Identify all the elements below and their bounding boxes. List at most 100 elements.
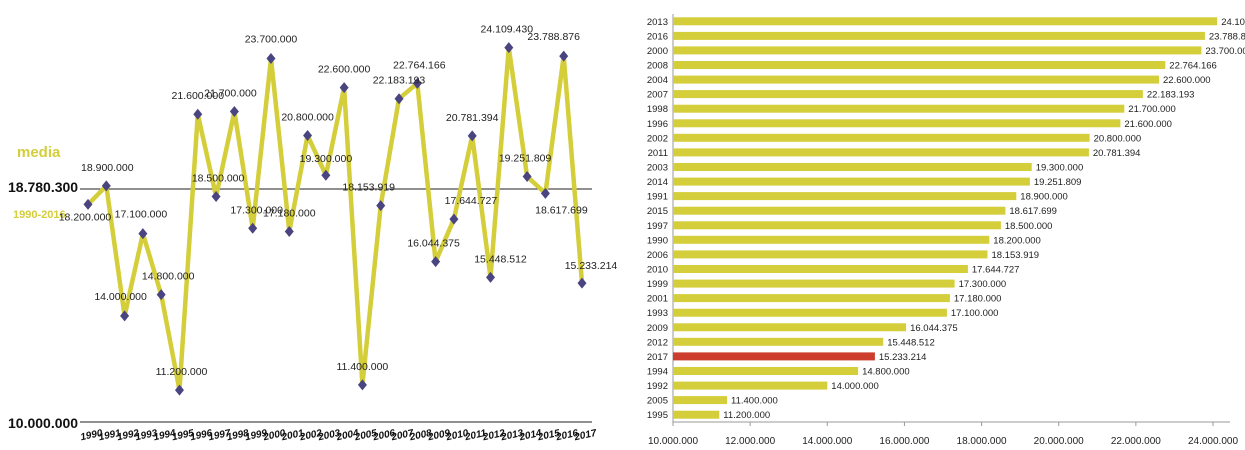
x-tick-label: 1997 — [208, 428, 232, 443]
x-tick-label: 2016 — [554, 428, 579, 444]
bar-category-label: 1999 — [647, 279, 668, 290]
bar-value-label: 18.153.919 — [992, 250, 1040, 261]
bar-value-label: 20.800.000 — [1094, 133, 1142, 144]
data-label: 22.764.166 — [393, 59, 446, 71]
bar-category-label: 1991 — [647, 192, 668, 203]
x-tick-label: 2003 — [316, 428, 341, 444]
bar — [673, 75, 1159, 84]
bar — [673, 396, 727, 405]
x-tick-label: 2015 — [536, 428, 561, 444]
data-label: 11.400.000 — [337, 361, 389, 373]
bar — [673, 17, 1218, 26]
bar-category-label: 2015 — [647, 206, 668, 217]
x-tick-label: 1993 — [134, 428, 158, 443]
bar-category-label: 1996 — [647, 119, 668, 130]
x-tick-label: 24.000.000 — [1188, 436, 1238, 447]
bar-value-label: 24.109.430 — [1221, 17, 1245, 28]
bar-category-label: 2014 — [647, 177, 668, 188]
data-point-marker — [431, 256, 441, 268]
bar-category-label: 2009 — [647, 323, 668, 334]
x-tick-label: 1995 — [171, 428, 195, 443]
bar — [673, 410, 720, 419]
data-label: 18.153.919 — [342, 182, 395, 194]
line-markers — [83, 42, 587, 396]
bar — [673, 294, 950, 303]
data-label: 21.600.000 — [172, 90, 225, 102]
x-tick-label: 2006 — [371, 428, 396, 444]
bar-category-label: 2003 — [647, 163, 668, 174]
data-point-marker — [174, 384, 184, 396]
data-point-marker — [138, 228, 148, 240]
bar — [673, 61, 1166, 69]
x-tick-label: 2005 — [353, 428, 378, 444]
data-label: 22.183.193 — [373, 75, 426, 87]
bar-x-tick-labels: 10.000.000 12.000.000 14.000.000 16.000.000… — [648, 422, 1238, 447]
bar-value-label: 22.183.193 — [1147, 90, 1195, 101]
data-point-marker — [504, 42, 514, 54]
data-label: 15.448.512 — [474, 253, 527, 265]
data-point-marker — [321, 169, 331, 181]
bar-value-label: 17.100.000 — [951, 308, 999, 319]
reference-line-title: media — [17, 144, 61, 161]
data-point-marker — [559, 50, 569, 62]
data-point-marker — [467, 130, 477, 142]
bar-value-label: 19.300.000 — [1036, 163, 1084, 174]
bar — [673, 148, 1089, 157]
data-label: 16.044.375 — [407, 238, 460, 250]
data-label: 22.600.000 — [318, 64, 371, 76]
bar-data-labels: 24.109.430 23.788.876 23.700.000 22.764.166… — [723, 17, 1245, 421]
data-point-marker — [266, 52, 276, 64]
data-point-marker — [120, 310, 130, 322]
y-axis-min-label: 10.000.000 — [8, 415, 78, 431]
bar-value-label: 23.700.000 — [1205, 46, 1245, 57]
data-label: 18.200.000 — [59, 211, 112, 223]
bar-category-label: 2011 — [648, 148, 668, 159]
data-point-marker — [376, 200, 386, 212]
x-tick-label: 2012 — [481, 428, 506, 444]
x-tick-label: 2008 — [408, 428, 433, 444]
x-tick-label: 14.000.000 — [802, 436, 852, 447]
bar — [673, 381, 828, 390]
x-tick-label: 1991 — [98, 428, 122, 443]
bar — [673, 265, 968, 273]
bar-value-label: 23.788.876 — [1209, 31, 1245, 42]
data-label: 14.000.000 — [94, 291, 147, 303]
x-tick-label: 2002 — [298, 428, 323, 444]
bar — [673, 235, 990, 244]
data-label: 18.500.000 — [192, 173, 245, 185]
data-point-marker — [577, 277, 587, 289]
bar-category-label: 2010 — [647, 265, 668, 276]
bar-category-label: 2012 — [647, 337, 668, 348]
x-tick-label: 2011 — [463, 428, 488, 444]
bar-category-label: 2000 — [647, 46, 668, 57]
data-label: 14.800.000 — [142, 271, 195, 283]
x-tick-label: 2004 — [335, 428, 360, 444]
bar-chart: 24.109.430 23.788.876 23.700.000 22.764.166… — [647, 14, 1245, 447]
x-tick-label: 2007 — [390, 428, 415, 444]
bar-category-label: 1990 — [647, 235, 668, 246]
bar-value-label: 16.044.375 — [910, 323, 958, 334]
bar-category-label: 2007 — [647, 90, 668, 101]
data-point-marker — [412, 77, 422, 89]
data-label: 21.700.000 — [204, 88, 257, 100]
bar — [673, 221, 1001, 230]
data-label: 17.100.000 — [115, 209, 168, 221]
bar — [673, 31, 1205, 40]
bar-category-label: 2002 — [647, 133, 668, 144]
bar — [673, 119, 1121, 128]
data-point-marker — [339, 82, 349, 94]
x-tick-label: 10.000.000 — [648, 436, 698, 447]
bar — [673, 279, 955, 288]
data-label: 24.109.430 — [481, 24, 534, 36]
bar-value-label: 19.251.809 — [1034, 177, 1082, 188]
bar-value-label: 15.448.512 — [887, 337, 935, 348]
data-point-marker — [357, 379, 367, 391]
bar-value-label: 15.233.214 — [879, 352, 927, 363]
bar-series — [673, 17, 1218, 419]
x-tick-label: 1999 — [244, 428, 268, 443]
data-point-marker — [211, 190, 221, 202]
x-tick-label: 20.000.000 — [1034, 436, 1084, 447]
bar — [673, 367, 859, 375]
bar-category-label: 1998 — [647, 104, 668, 115]
data-point-marker — [156, 289, 166, 301]
